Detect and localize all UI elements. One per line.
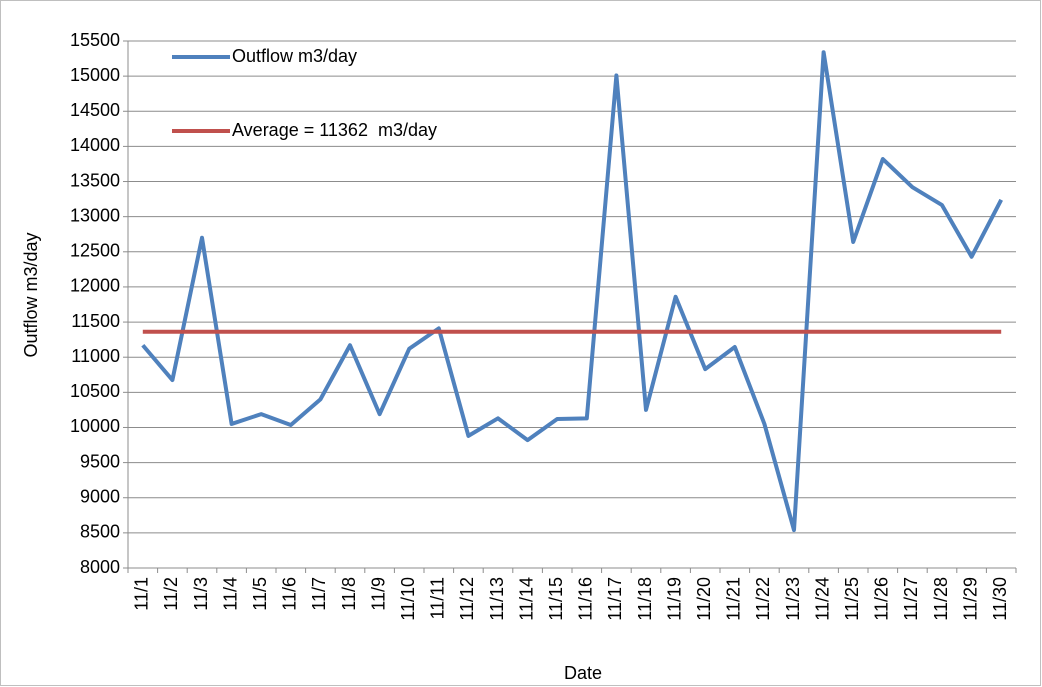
y-tick-label: 10000 xyxy=(70,416,120,436)
x-tick-label: 11/19 xyxy=(664,577,684,621)
x-tick-label: 11/2 xyxy=(161,577,181,611)
x-tick-label: 11/7 xyxy=(309,577,329,611)
y-tick-label: 10500 xyxy=(70,381,120,401)
y-tick-label: 11500 xyxy=(71,311,120,331)
y-tick-label: 8000 xyxy=(80,557,120,577)
x-tick-label: 11/16 xyxy=(576,577,596,621)
x-tick-label: 11/23 xyxy=(783,577,803,621)
y-tick-label: 15000 xyxy=(70,65,120,85)
y-tick-label: 14500 xyxy=(70,100,120,120)
y-tick-label: 13500 xyxy=(70,170,120,190)
x-tick-label: 11/14 xyxy=(516,577,536,621)
y-tick-label: 13000 xyxy=(70,205,120,225)
x-tick-label: 11/1 xyxy=(132,577,152,611)
x-tick-label: 11/8 xyxy=(339,577,359,611)
x-tick-label: 11/5 xyxy=(250,577,270,611)
legend-label: Outflow m3/day xyxy=(232,46,357,66)
x-tick-label: 11/22 xyxy=(753,577,773,621)
x-tick-label: 11/28 xyxy=(931,577,951,621)
series-line xyxy=(141,50,1003,533)
x-tick-label: 11/12 xyxy=(457,577,477,621)
x-tick-label: 11/20 xyxy=(694,577,714,621)
y-tick-label: 11000 xyxy=(71,346,120,366)
x-tick-label: 11/18 xyxy=(635,577,655,621)
x-tick-label: 11/27 xyxy=(901,577,921,621)
x-tick-label: 11/11 xyxy=(428,577,448,619)
x-tick-label: 11/6 xyxy=(280,577,300,611)
y-axis-label: Outflow m3/day xyxy=(21,232,41,357)
x-tick-label: 11/26 xyxy=(872,577,892,621)
y-tick-label: 9500 xyxy=(80,451,120,471)
x-tick-label: 11/17 xyxy=(605,577,625,621)
x-tick-label: 11/4 xyxy=(220,577,240,611)
y-tick-label: 8500 xyxy=(80,522,120,542)
x-tick-label: 11/24 xyxy=(812,577,832,621)
y-tick-label: 12000 xyxy=(70,276,120,296)
x-tick-label: 11/15 xyxy=(546,577,566,621)
x-tick-label: 11/3 xyxy=(191,577,211,611)
x-tick-label: 11/10 xyxy=(398,577,418,621)
x-tick-label: 11/21 xyxy=(724,577,744,621)
y-tick-label: 14000 xyxy=(70,135,120,155)
legend-label: Average = 11362 m3/day xyxy=(232,120,437,140)
x-tick-label: 11/29 xyxy=(960,577,980,621)
y-tick-label: 12500 xyxy=(70,241,120,261)
x-axis-label: Date xyxy=(564,663,602,683)
y-tick-label: 15500 xyxy=(70,30,120,50)
x-tick-label: 11/9 xyxy=(368,577,388,611)
x-tick-label: 11/30 xyxy=(990,577,1010,621)
x-tick-label: 11/25 xyxy=(842,577,862,621)
y-tick-label: 9000 xyxy=(80,486,120,506)
x-tick-label: 11/13 xyxy=(487,577,507,621)
